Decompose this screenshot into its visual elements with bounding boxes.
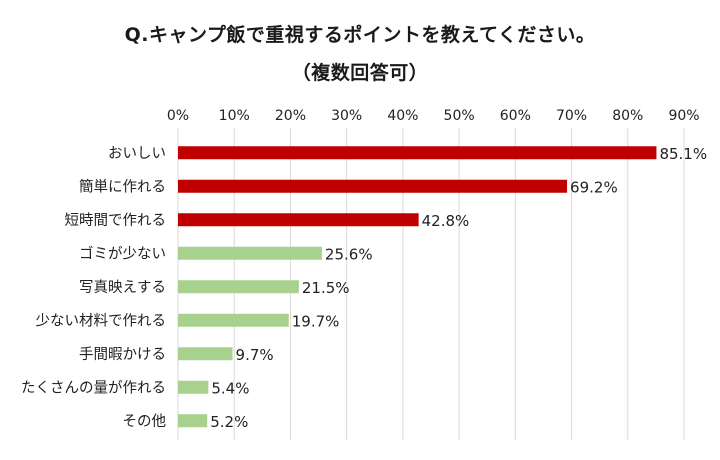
x-tick-label: 10% — [219, 108, 250, 124]
category-label: 手間暇かける — [79, 346, 166, 363]
bar — [178, 313, 289, 327]
value-label: 21.5% — [302, 279, 350, 297]
category-label: その他 — [123, 413, 167, 430]
bar — [178, 246, 322, 260]
value-labels: 85.1% 69.2% 42.8% 25.6% 21.5% 19.7% 9.7% 5.4% 5.… — [210, 145, 707, 431]
value-label: 69.2% — [570, 178, 618, 196]
value-label: 19.7% — [292, 312, 340, 330]
value-label: 5.2% — [210, 413, 248, 431]
category-label: 少ない材料で作れる — [36, 312, 167, 329]
bar — [178, 213, 419, 227]
x-tick-label: 20% — [275, 108, 306, 124]
chart-title: Q.キャンプ飯で重視するポイントを教えてください。 — [124, 24, 596, 46]
x-tick-label: 60% — [500, 108, 531, 124]
x-tick-label: 40% — [387, 108, 418, 124]
bar — [178, 179, 568, 193]
chart-subtitle: （複数回答可） — [291, 62, 429, 84]
x-axis-tick-labels: 0% 10% 20% 30% 40% 50% 60% 70% 80% 90% — [167, 108, 700, 124]
value-label: 42.8% — [422, 212, 470, 230]
value-label: 85.1% — [659, 145, 707, 163]
bar — [178, 280, 299, 294]
x-tick-label: 70% — [556, 108, 587, 124]
value-label: 9.7% — [236, 346, 274, 364]
category-label: ゴミが少ない — [79, 244, 166, 262]
category-label: 短時間で作れる — [65, 212, 167, 229]
bar — [178, 347, 233, 361]
x-tick-label: 30% — [331, 108, 362, 124]
x-tick-label: 0% — [167, 108, 189, 124]
value-label: 25.6% — [325, 245, 373, 263]
category-labels: おいしい簡単に作れる短時間で作れるゴミが少ない写真映えする少ない材料で作れる手間… — [21, 145, 166, 430]
category-label: たくさんの量が作れる — [21, 379, 166, 396]
bar — [178, 146, 657, 160]
x-tick-label: 90% — [668, 108, 699, 124]
category-label: 簡単に作れる — [79, 178, 166, 195]
x-tick-label: 80% — [612, 108, 643, 124]
bar — [178, 414, 208, 428]
bar — [178, 380, 209, 394]
category-label: おいしい — [108, 145, 166, 162]
value-label: 5.4% — [211, 379, 249, 397]
bars — [178, 146, 657, 428]
x-tick-label: 50% — [444, 108, 475, 124]
category-label: 写真映えする — [79, 278, 166, 296]
